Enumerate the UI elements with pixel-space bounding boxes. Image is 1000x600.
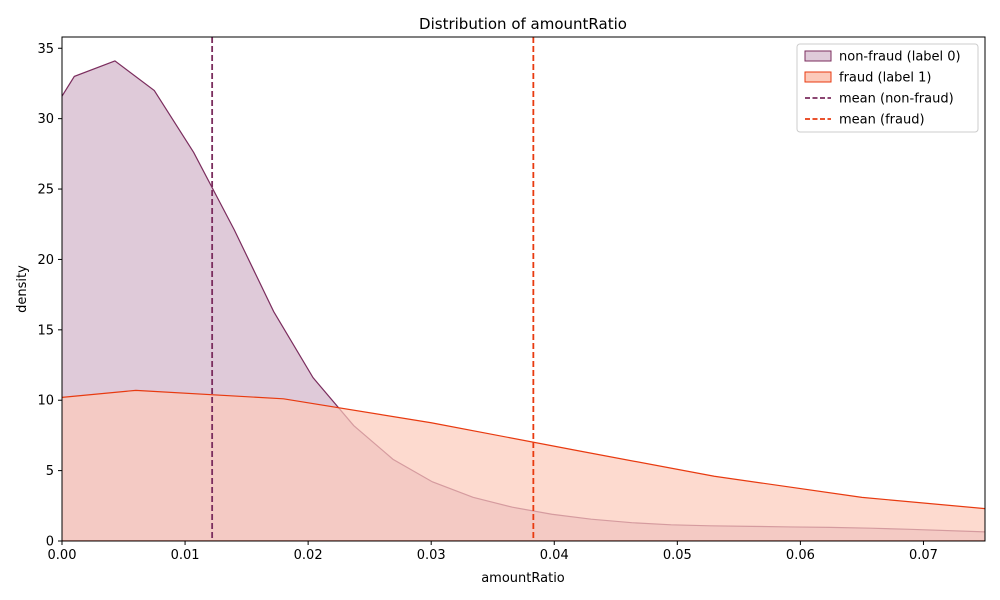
y-tick-label: 0 — [46, 535, 54, 550]
y-tick-label: 30 — [37, 112, 54, 127]
x-tick-label: 0.02 — [294, 548, 323, 563]
x-tick-label: 0.06 — [786, 548, 815, 563]
x-tick-label: 0.05 — [663, 548, 692, 563]
y-tick-label: 25 — [37, 183, 54, 198]
y-tick-label: 5 — [46, 464, 54, 479]
y-axis: 0 5 10 15 20 25 30 35 — [37, 42, 62, 550]
legend: non-fraud (label 0) fraud (label 1) mean (… — [796, 43, 979, 133]
legend-entry: mean (non-fraud) — [839, 92, 954, 107]
x-tick-label: 0.03 — [417, 548, 446, 563]
y-tick-label: 35 — [37, 42, 54, 57]
series-line-1 — [62, 389, 985, 510]
x-tick-label: 0.01 — [171, 548, 200, 563]
y-tick-label: 10 — [37, 394, 54, 409]
x-axis: 0.00 0.01 0.02 0.03 0.04 0.05 0.06 0.07 — [48, 541, 938, 563]
legend-entry: non-fraud (label 0) — [839, 50, 961, 65]
x-tick-label: 0.04 — [540, 548, 569, 563]
plot-area — [62, 37, 985, 541]
x-tick-label: 0.00 — [48, 548, 77, 563]
x-tick-label: 0.07 — [909, 548, 938, 563]
y-tick-label: 20 — [37, 253, 54, 268]
legend-swatch-series-0 — [804, 50, 832, 62]
y-axis-label: density — [15, 265, 30, 313]
series-area-1 — [62, 390, 985, 541]
legend-swatch-series-1 — [804, 71, 832, 83]
legend-box — [796, 43, 979, 133]
legend-entry: mean (fraud) — [839, 113, 925, 128]
x-axis-label: amountRatio — [481, 571, 565, 586]
chart-title: Distribution of amountRatio — [419, 15, 627, 33]
axes-frame — [61, 36, 986, 542]
legend-entry: fraud (label 1) — [839, 71, 932, 86]
y-tick-label: 15 — [37, 323, 54, 338]
